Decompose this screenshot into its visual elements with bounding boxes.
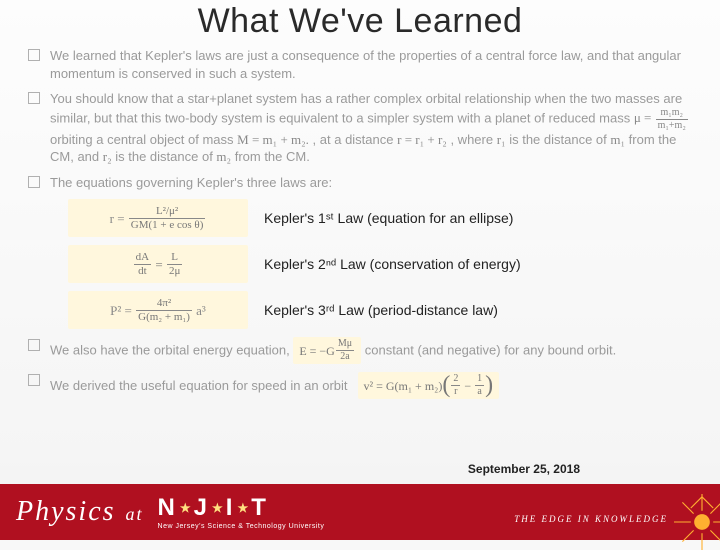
b5-f2: 1 a [475,374,484,397]
lparen-icon: ( [442,377,450,394]
b2b-g: from the CM. [235,149,310,164]
logo-at: at [126,504,144,525]
m1: m₁ [610,132,625,147]
m2: m₂ [216,149,231,164]
b4-E: E = −G [299,343,335,359]
b4a: We also have the orbital energy equation… [50,343,293,358]
b5-r: r [451,386,460,397]
r2: r₂ [103,149,112,164]
law-1-row: r = L²/μ² GM(1 + e cos θ) Kepler's 1ˢᵗ L… [68,199,692,237]
physics-logo: Physics at [16,496,158,528]
b2a: You should know that a star+planet syste… [50,91,682,125]
visviva-eq: v² = G(m₁ + m₂) ( 2 r − 1 a ) [358,372,500,399]
l1-lhs: r = [110,210,125,228]
law-2-eq: dA dt = L 2μ [68,245,248,283]
l2-lhs-frac: dA dt [134,252,151,277]
massM: M = m₁ + m₂. [237,132,309,147]
law-3-label: Kepler's 3ʳᵈ Law (period-distance law) [264,301,498,320]
bullet-5-text: We derived the useful equation for speed… [50,372,692,399]
sunburst-icon [674,494,720,550]
energy-eq: E = −G Mμ 2a [293,337,361,364]
mu-den: m₁+m₂ [656,120,688,131]
bullet-3-text: The equations governing Kepler's three l… [50,174,692,192]
bullet-4: We also have the orbital energy equation… [28,337,692,364]
b4-num: Mμ [336,339,354,351]
njit-logo: N★J★I★T New Jersey's Science & Technolog… [158,494,325,530]
bullet-2: You should know that a star+planet syste… [28,90,692,166]
njit-sub: New Jersey's Science & Technology Univer… [158,523,325,530]
l2-dt: dt [134,265,151,277]
b2b-d: is the distance of [509,132,610,147]
r1: r₁ [497,132,506,147]
b2b-c: , where [450,132,496,147]
b4-frac: Mμ 2a [336,339,354,362]
l2-dA: dA [134,252,151,265]
njit-main: N★J★I★T [158,494,268,522]
bullet-4-text: We also have the orbital energy equation… [50,337,692,364]
logo-physics: Physics [16,496,116,528]
bullet-icon [28,374,40,386]
laws-block: r = L²/μ² GM(1 + e cos θ) Kepler's 1ˢᵗ L… [68,199,692,329]
edge-tagline: THE EDGE IN KNOWLEDGE [514,514,668,524]
mu-num: m₁m₂ [656,108,688,120]
l2-L: L [167,252,182,265]
footer-bar: Physics at N★J★I★T New Jersey's Science … [0,484,720,540]
bullet-icon [28,339,40,351]
law-1-label: Kepler's 1ˢᵗ Law (equation for an ellips… [264,209,513,228]
r-eq: r = r₁ + r₂ [397,132,447,147]
bullet-icon [28,176,40,188]
page-title: What We've Learned [0,0,720,41]
law-1-eq: r = L²/μ² GM(1 + e cos θ) [68,199,248,237]
bullet-1: We learned that Kepler's laws are just a… [28,47,692,82]
l1-den: GM(1 + e cos θ) [129,219,206,231]
law-3-row: P² = 4π² G(m₂ + m₁) a³ Kepler's 3ʳᵈ Law … [68,291,692,329]
bullet-1-text: We learned that Kepler's laws are just a… [50,47,692,82]
l3-frac: 4π² G(m₂ + m₁) [136,298,192,323]
mu-label: μ = [634,110,652,125]
b4b: constant (and negative) for any bound or… [365,343,617,358]
b5-2: 2 [451,374,460,386]
law-2-row: dA dt = L 2μ Kepler's 2ⁿᵈ Law (conservat… [68,245,692,283]
mu-frac: m₁m₂ m₁+m₂ [656,108,688,131]
bullet-5: We derived the useful equation for speed… [28,372,692,399]
bullet-icon [28,49,40,61]
l2-rhs-frac: L 2μ [167,252,182,277]
footer-date: September 25, 2018 [468,462,580,476]
law-3-eq: P² = 4π² G(m₂ + m₁) a³ [68,291,248,329]
bullet-icon [28,92,40,104]
l3-den: G(m₂ + m₁) [136,311,192,323]
b5-v2: v² = G(m₁ + m₂) [364,378,443,394]
l3-num: 4π² [136,298,192,311]
l3-a3: a³ [196,302,206,320]
l2-2mu: 2μ [167,265,182,277]
b5-a: a [475,386,484,397]
b2b-a: orbiting a central object of mass [50,132,237,147]
l1-num: L²/μ² [129,206,206,219]
b5-f1: 2 r [451,374,460,397]
bullet-3: The equations governing Kepler's three l… [28,174,692,192]
l1-frac: L²/μ² GM(1 + e cos θ) [129,206,206,231]
bullet-2-text: You should know that a star+planet syste… [50,90,692,166]
content-area: We learned that Kepler's laws are just a… [0,41,720,399]
l3-lhs: P² = [110,302,132,320]
b2b-f: is the distance of [115,149,216,164]
law-2-label: Kepler's 2ⁿᵈ Law (conservation of energy… [264,255,521,274]
b4-den: 2a [336,351,354,362]
b2b-b: , at a distance [313,132,398,147]
slide: What We've Learned We learned that Keple… [0,0,720,540]
rparen-icon: ) [485,377,493,394]
b5-1: 1 [475,374,484,386]
mu-eq: μ = m₁m₂ m₁+m₂ [634,110,689,125]
b5: We derived the useful equation for speed… [50,377,348,395]
